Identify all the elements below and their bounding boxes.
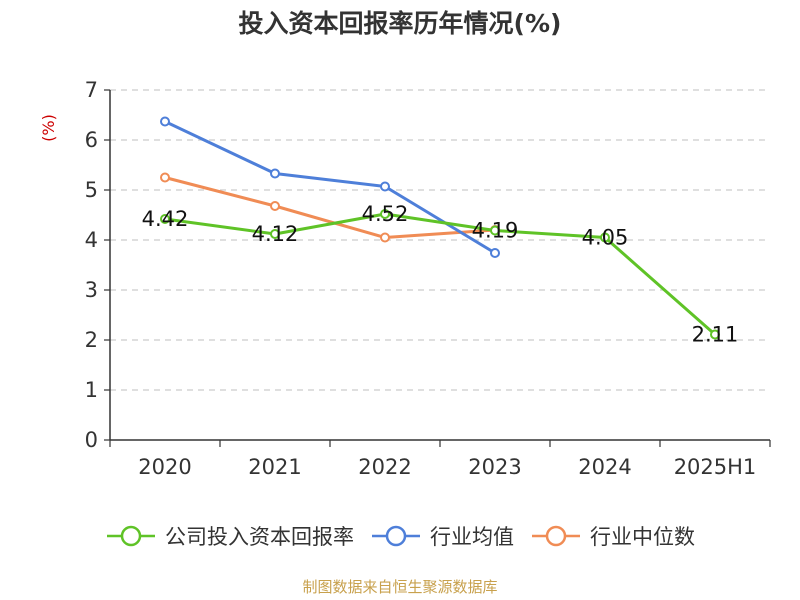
x-tick-label: 2022 xyxy=(358,455,411,479)
y-tick-label: 4 xyxy=(85,228,98,252)
data-label: 4.52 xyxy=(362,202,409,226)
data-point-company xyxy=(160,214,170,224)
data-point-industry_median xyxy=(270,201,280,211)
y-tick-label: 3 xyxy=(85,278,98,302)
data-label: 4.42 xyxy=(142,207,189,231)
data-label: 4.12 xyxy=(252,222,299,246)
y-tick-label: 5 xyxy=(85,178,98,202)
legend-item-industry-avg[interactable]: 行业均值 xyxy=(370,521,514,551)
data-point-company xyxy=(600,232,610,243)
legend-label-industry-median: 行业中位数 xyxy=(590,525,695,549)
legend-circle xyxy=(120,525,142,547)
x-tick-label: 2025H1 xyxy=(674,455,757,479)
y-tick-label: 0 xyxy=(85,428,98,452)
chart-title: 投入资本回报率历年情况(%) xyxy=(238,9,562,38)
y-tick-label: 1 xyxy=(85,378,98,402)
legend-marker-industry-median xyxy=(532,525,580,547)
legend-item-company[interactable]: 公司投入资本回报率 xyxy=(105,521,354,551)
x-tick-label: 2020 xyxy=(138,455,191,479)
data-point-industry_avg xyxy=(160,116,170,127)
data-point-industry_avg xyxy=(380,181,390,192)
y-axis-label: (%) xyxy=(39,114,58,142)
y-tick-label: 7 xyxy=(85,78,98,102)
data-point-company xyxy=(710,329,720,340)
x-tick-label: 2024 xyxy=(578,455,631,479)
data-point-industry_median xyxy=(380,232,390,243)
data-point-company xyxy=(380,209,390,219)
legend-label-company: 公司投入资本回报率 xyxy=(165,525,354,549)
x-tick-label: 2021 xyxy=(248,455,301,479)
data-label: 4.05 xyxy=(582,226,629,250)
data-point-industry_median xyxy=(160,172,170,183)
data-label: 2.11 xyxy=(692,323,739,347)
legend-marker-industry-avg xyxy=(372,525,420,547)
legend-marker-company xyxy=(107,525,155,547)
series-line-industry_avg xyxy=(164,120,496,255)
series-line-industry_median xyxy=(164,176,496,239)
legend-item-industry-median[interactable]: 行业中位数 xyxy=(530,521,695,551)
legend-label-industry-avg: 行业均值 xyxy=(430,525,514,549)
data-point-company xyxy=(270,229,280,239)
y-tick-label: 6 xyxy=(85,128,98,152)
source-note: 制图数据来自恒生聚源数据库 xyxy=(302,578,498,596)
legend-circle xyxy=(545,525,567,547)
data-point-industry_avg xyxy=(490,248,500,258)
chart-legend: 公司投入资本回报率 行业均值 行业中位数 xyxy=(0,518,800,554)
data-label: 4.19 xyxy=(472,219,519,243)
legend-circle xyxy=(385,525,407,547)
series-line-company xyxy=(164,212,716,336)
y-tick-label: 2 xyxy=(85,328,98,352)
data-point-industry_avg xyxy=(270,168,280,179)
data-point-company xyxy=(490,225,500,236)
x-tick-label: 2023 xyxy=(468,455,521,479)
